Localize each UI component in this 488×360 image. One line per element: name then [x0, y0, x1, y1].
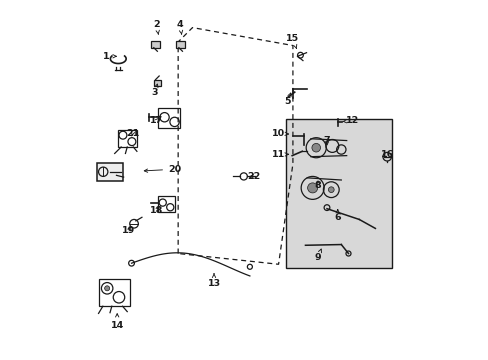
Bar [99, 279, 129, 306]
Circle shape [307, 183, 317, 193]
Text: 5: 5 [284, 93, 290, 105]
Text: 20: 20 [144, 165, 181, 174]
Text: 10: 10 [271, 129, 288, 138]
Text: 19: 19 [122, 226, 135, 235]
Text: 11: 11 [271, 150, 288, 159]
Text: 2: 2 [153, 19, 160, 34]
Bar [118, 130, 137, 147]
Bar [151, 41, 160, 48]
Bar [285, 119, 391, 268]
Text: 16: 16 [381, 150, 394, 159]
Text: 22: 22 [246, 172, 260, 181]
Bar [158, 197, 174, 212]
Bar [176, 41, 185, 48]
Text: 9: 9 [314, 249, 321, 262]
Circle shape [328, 187, 333, 193]
Bar [97, 163, 122, 181]
Circle shape [104, 286, 109, 291]
Text: 3: 3 [151, 84, 158, 96]
Text: 18: 18 [150, 206, 163, 215]
Text: 12: 12 [342, 116, 358, 125]
Text: 6: 6 [334, 210, 340, 222]
Circle shape [311, 143, 320, 152]
Text: 8: 8 [314, 181, 321, 190]
Text: 17: 17 [150, 116, 163, 125]
Bar [153, 80, 161, 86]
Text: 1: 1 [103, 52, 116, 61]
Text: 15: 15 [286, 34, 299, 48]
Text: 7: 7 [323, 136, 329, 145]
Text: 21: 21 [126, 129, 139, 138]
Text: 13: 13 [207, 274, 220, 288]
Bar [158, 108, 180, 128]
Text: 4: 4 [176, 19, 183, 34]
Text: 14: 14 [110, 314, 123, 330]
